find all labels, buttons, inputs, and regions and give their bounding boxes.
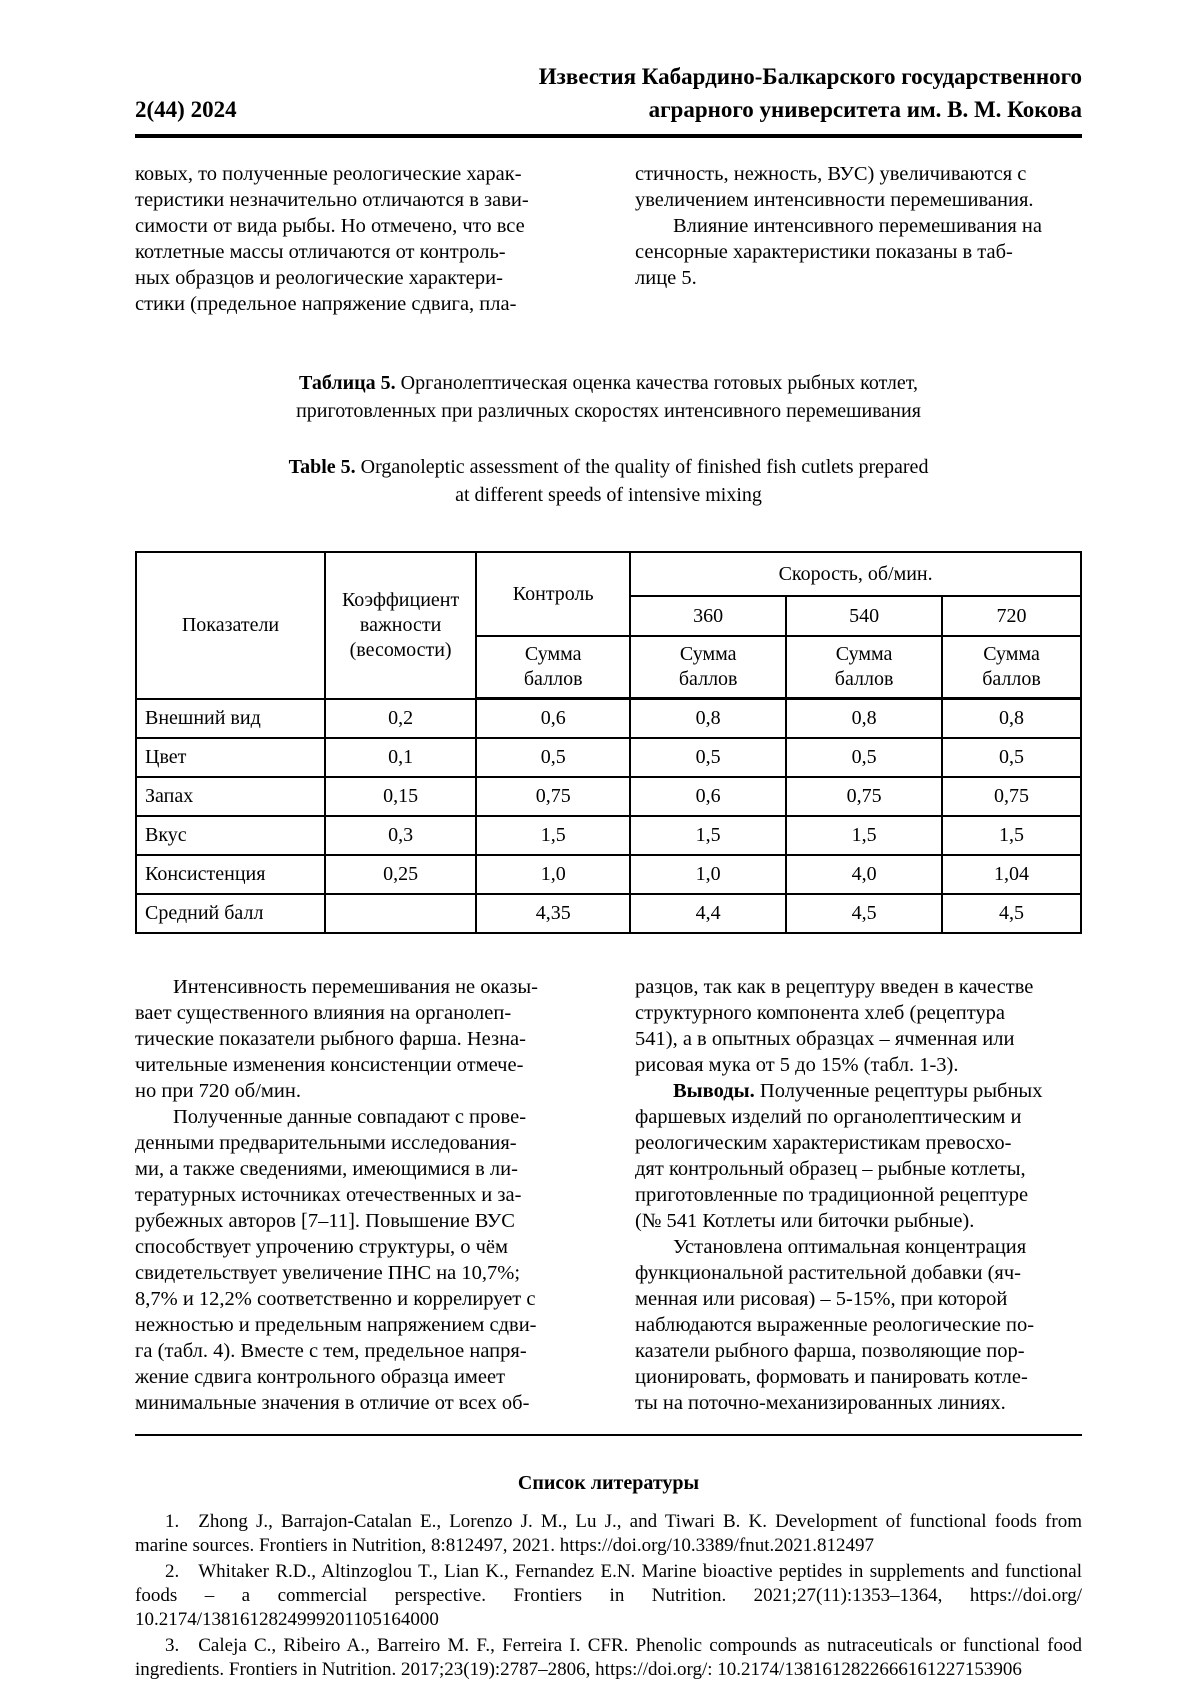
value-cell: 0,8 (941, 697, 1082, 739)
table-row: Запах 0,15 0,75 0,6 0,75 0,75 (135, 776, 1082, 817)
table-caption-ru-label: Таблица 5. (299, 372, 396, 394)
value-cell: 4,35 (475, 893, 632, 934)
value-cell: 0,5 (629, 737, 788, 778)
page-header: 2(44) 2024 Известия Кабардино-Балкарског… (135, 0, 1082, 126)
column-header-control: Контроль (475, 551, 632, 637)
value-cell: 0,6 (475, 697, 632, 739)
column-header-indicators: Показатели (135, 551, 326, 700)
value-cell: 4,0 (785, 854, 944, 895)
conclusions-label: Выводы. (673, 1080, 755, 1102)
column-header-speed-720: 720 (941, 595, 1082, 637)
value-cell: 0,75 (475, 776, 632, 817)
table-row: Средний балл 4,35 4,4 4,5 4,5 (135, 893, 1082, 934)
value-cell: 0,75 (941, 776, 1082, 817)
discussion-left-column: Интенсивность перемешивания не оказы- ва… (135, 974, 602, 1416)
value-cell: 0,15 (323, 776, 478, 817)
paragraph: разцов, так как в рецептуру введен в кач… (635, 976, 1034, 1076)
value-cell: 0,5 (785, 737, 944, 778)
indicator-cell: Вкус (135, 815, 326, 856)
reference-item: 1. Zhong J., Barrajon-Catalan E., Lorenz… (135, 1511, 1082, 1556)
table-caption-ru: Таблица 5. Органолептическая оценка каче… (135, 369, 1082, 425)
table-header-row-1: Показатели Коэффициент важности (весомос… (135, 551, 1082, 700)
table-caption-en: Table 5. Organoleptic assessment of the … (135, 453, 1082, 509)
table-row: Консистенция 0,25 1,0 1,0 4,0 1,04 (135, 854, 1082, 895)
sum-of-points-header: Сумма баллов (941, 635, 1082, 700)
conclusions-paragraph: Выводы. Полученные рецептуры рыбных фарш… (635, 1078, 1082, 1234)
reference-item: 3. Caleja C., Ribeiro A., Barreiro M. F.… (135, 1635, 1082, 1680)
value-cell: 4,5 (785, 893, 944, 934)
journal-title-line2: аграрного университета им. В. М. Кокова (648, 97, 1082, 122)
table-row: Вкус 0,3 1,5 1,5 1,5 1,5 (135, 815, 1082, 856)
value-cell: 4,5 (941, 893, 1082, 934)
table-header-row-2: 360 540 720 (136, 595, 1082, 637)
organoleptic-table: Показатели Коэффициент важности (весомос… (135, 551, 1082, 934)
reference-item: 2. Whitaker R.D., Altinzoglou T., Lian K… (135, 1561, 1082, 1630)
table-body: Внешний вид 0,2 0,6 0,8 0,8 0,8 Цвет 0,1… (135, 697, 1082, 934)
issue-number: 2(44) 2024 (135, 97, 237, 122)
paragraph: ковых, то полученные реологические харак… (135, 163, 529, 315)
intro-right-column: стичность, нежность, ВУС) увеличиваются … (635, 161, 1082, 291)
value-cell (323, 893, 478, 934)
value-cell: 4,4 (629, 893, 788, 934)
table-caption-en-text: Organoleptic assessment of the quality o… (360, 456, 929, 506)
column-header-speed-540: 540 (785, 595, 944, 637)
journal-title-line1: Известия Кабардино-Балкарского государст… (538, 64, 1082, 89)
sum-of-points-header: Сумма баллов (785, 635, 944, 700)
indicator-cell: Запах (135, 776, 326, 817)
indicator-cell: Средний балл (135, 893, 326, 934)
paragraph: Влияние интенсивного перемешивания на се… (635, 215, 1042, 289)
journal-title: Известия Кабардино-Балкарского государст… (539, 60, 1082, 126)
paragraph: Полученные данные совпадают с прове- ден… (135, 1106, 537, 1414)
column-header-speed: Скорость, об/мин. (629, 551, 1082, 597)
value-cell: 0,6 (629, 776, 788, 817)
page-content: 2(44) 2024 Известия Кабардино-Балкарског… (135, 0, 1082, 1697)
value-cell: 0,2 (323, 697, 478, 739)
indicator-cell: Внешний вид (135, 697, 326, 739)
references-heading: Список литературы (517, 1472, 700, 1494)
table-row: Внешний вид 0,2 0,6 0,8 0,8 0,8 (135, 697, 1082, 739)
header-rule (135, 134, 1082, 138)
sum-of-points-header: Сумма баллов (475, 635, 632, 700)
table-head: Показатели Коэффициент важности (весомос… (135, 551, 1082, 700)
references-divider (135, 1434, 1082, 1436)
table-caption: Таблица 5. Органолептическая оценка каче… (135, 341, 1082, 537)
discussion-section: Интенсивность перемешивания не оказы- ва… (135, 974, 1082, 1416)
table-caption-en-label: Table 5. (288, 456, 356, 478)
intro-left-column: ковых, то полученные реологические харак… (135, 161, 602, 317)
value-cell: 1,5 (785, 815, 944, 856)
paragraph: Интенсивность перемешивания не оказы- ва… (135, 976, 538, 1102)
discussion-right-column: разцов, так как в рецептуру введен в кач… (635, 974, 1082, 1416)
value-cell: 1,5 (629, 815, 788, 856)
value-cell: 0,5 (941, 737, 1082, 778)
value-cell: 0,8 (785, 697, 944, 739)
table-caption-ru-text: Органолептическая оценка качества готовы… (296, 372, 921, 422)
value-cell: 0,5 (475, 737, 632, 778)
paragraph: стичность, нежность, ВУС) увеличиваются … (635, 163, 1034, 211)
intro-section: ковых, то полученные реологические харак… (135, 161, 1082, 317)
value-cell: 0,8 (629, 697, 788, 739)
value-cell: 1,0 (475, 854, 632, 895)
indicator-cell: Цвет (135, 737, 326, 778)
indicator-cell: Консистенция (135, 854, 326, 895)
value-cell: 1,0 (629, 854, 788, 895)
value-cell: 0,75 (785, 776, 944, 817)
sum-of-points-header: Сумма баллов (629, 635, 788, 700)
table-row: Цвет 0,1 0,5 0,5 0,5 0,5 (135, 737, 1082, 778)
value-cell: 1,5 (941, 815, 1082, 856)
value-cell: 0,3 (323, 815, 478, 856)
column-header-speed-360: 360 (629, 595, 788, 637)
value-cell: 0,1 (323, 737, 478, 778)
value-cell: 1,04 (941, 854, 1082, 895)
column-header-coefficient: Коэффициент важности (весомости) (323, 551, 478, 700)
value-cell: 1,5 (475, 815, 632, 856)
paragraph: Установлена оптимальная концентрация фун… (635, 1236, 1035, 1414)
conclusions-text: Полученные рецептуры рыбных фаршевых изд… (635, 1080, 1043, 1232)
table-header-row-3: Сумма баллов Сумма баллов Сумма баллов С… (136, 635, 1082, 700)
value-cell: 0,25 (323, 854, 478, 895)
